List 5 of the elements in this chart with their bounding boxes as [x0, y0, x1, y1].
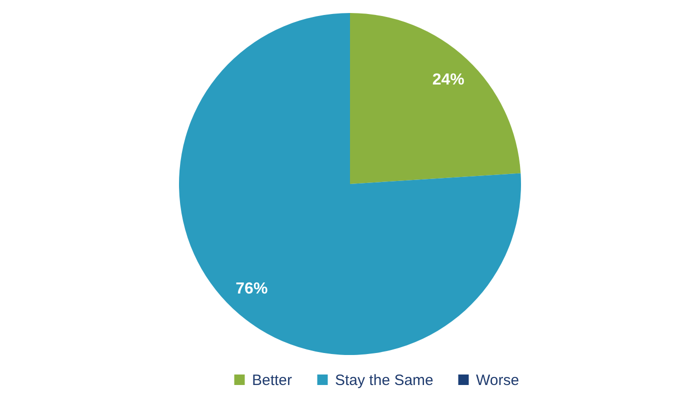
legend-label: Stay the Same: [335, 372, 434, 389]
legend-label: Worse: [476, 372, 520, 389]
data-label: 76%: [236, 280, 268, 298]
data-label: 24%: [432, 71, 464, 88]
legend-label: Better: [252, 372, 292, 389]
